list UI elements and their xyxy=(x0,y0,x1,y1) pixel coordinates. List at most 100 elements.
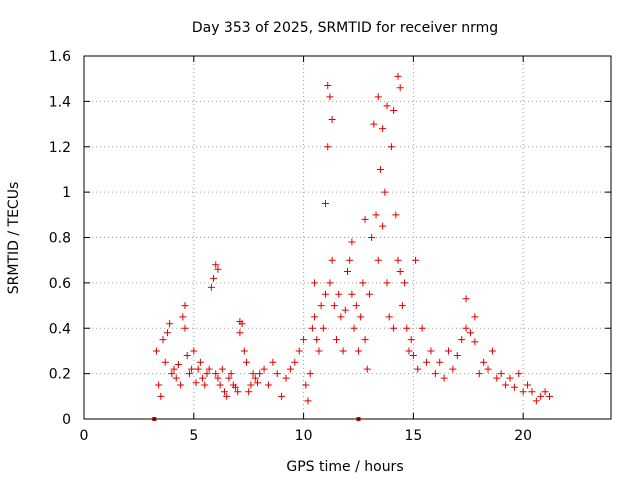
data-point xyxy=(308,324,316,332)
data-point xyxy=(201,381,209,389)
x-tick-label: 10 xyxy=(295,428,313,444)
data-point xyxy=(324,81,332,89)
data-point xyxy=(475,370,483,378)
data-point xyxy=(269,358,277,366)
data-point xyxy=(322,290,330,298)
data-point xyxy=(407,336,415,344)
y-tick-label: 1.6 xyxy=(49,49,71,65)
data-point xyxy=(357,313,365,321)
data-point xyxy=(207,283,215,291)
data-point xyxy=(302,381,310,389)
data-point xyxy=(350,324,358,332)
data-point xyxy=(264,381,272,389)
data-point xyxy=(528,388,536,396)
x-axis-ticks: 0 5 10 15 20 xyxy=(80,56,532,444)
x-tick-label: 0 xyxy=(80,428,89,444)
data-point xyxy=(317,302,325,310)
data-point xyxy=(396,268,404,276)
chart-title: Day 353 of 2025, SRMTID for receiver nrm… xyxy=(192,20,498,36)
data-point xyxy=(405,347,413,355)
data-point xyxy=(532,397,540,405)
data-point xyxy=(291,358,299,366)
data-point xyxy=(394,256,402,264)
data-point xyxy=(519,388,527,396)
data-point xyxy=(249,370,257,378)
data-point xyxy=(488,347,496,355)
data-point xyxy=(370,120,378,128)
data-point xyxy=(181,302,189,310)
data-point xyxy=(466,329,474,337)
data-point xyxy=(401,279,409,287)
data-point xyxy=(427,347,435,355)
data-point xyxy=(462,324,470,332)
data-point xyxy=(199,374,207,382)
data-point xyxy=(163,329,171,337)
data-point xyxy=(445,347,453,355)
data-point xyxy=(372,211,380,219)
data-point xyxy=(385,313,393,321)
data-point xyxy=(352,302,360,310)
data-point xyxy=(324,143,332,151)
data-point xyxy=(462,295,470,303)
data-point xyxy=(354,347,362,355)
data-point xyxy=(436,358,444,366)
data-point xyxy=(212,370,220,378)
data-point xyxy=(348,238,356,246)
data-point xyxy=(232,383,240,391)
data-point xyxy=(225,374,233,382)
data-point xyxy=(502,381,510,389)
data-point xyxy=(245,388,253,396)
data-point xyxy=(311,313,319,321)
data-point xyxy=(403,324,411,332)
data-point xyxy=(260,365,268,373)
data-point xyxy=(515,370,523,378)
data-point xyxy=(390,106,398,114)
data-point xyxy=(152,347,160,355)
data-point xyxy=(396,84,404,92)
x-tick-label: 5 xyxy=(189,428,198,444)
y-tick-label: 1 xyxy=(62,185,71,201)
data-point xyxy=(218,365,226,373)
data-point xyxy=(177,381,185,389)
data-point xyxy=(339,347,347,355)
data-point xyxy=(431,370,439,378)
data-point xyxy=(328,256,336,264)
data-point xyxy=(214,265,222,273)
data-point xyxy=(359,279,367,287)
data-point xyxy=(412,256,420,264)
data-point xyxy=(311,279,319,287)
y-tick-label: 0 xyxy=(62,412,71,428)
data-point xyxy=(183,351,191,359)
data-point xyxy=(379,222,387,230)
y-tick-label: 0.2 xyxy=(49,367,71,383)
x-axis-label: GPS time / hours xyxy=(286,459,403,475)
data-point xyxy=(409,351,417,359)
data-point xyxy=(278,392,286,400)
data-point xyxy=(348,290,356,298)
data-point xyxy=(304,397,312,405)
data-point xyxy=(471,338,479,346)
y-axis-ticks: 0 0.2 0.4 0.6 0.8 1 1.2 1.4 1.6 xyxy=(49,49,611,428)
data-point xyxy=(236,329,244,337)
data-point xyxy=(376,165,384,173)
data-point xyxy=(510,383,518,391)
x-tick-label: 20 xyxy=(514,428,532,444)
grid-lines xyxy=(84,56,611,419)
data-point xyxy=(242,358,250,366)
data-point xyxy=(471,313,479,321)
data-point xyxy=(480,358,488,366)
data-point xyxy=(172,374,180,382)
data-point xyxy=(374,256,382,264)
data-point xyxy=(326,279,334,287)
data-point xyxy=(194,365,202,373)
data-point xyxy=(185,370,193,378)
data-point xyxy=(223,392,231,400)
data-point xyxy=(174,361,182,369)
data-point xyxy=(344,268,351,276)
data-point xyxy=(328,116,336,124)
data-point xyxy=(168,370,176,378)
data-point xyxy=(300,336,308,344)
x-tick-label: 15 xyxy=(404,428,422,444)
data-point xyxy=(398,302,406,310)
